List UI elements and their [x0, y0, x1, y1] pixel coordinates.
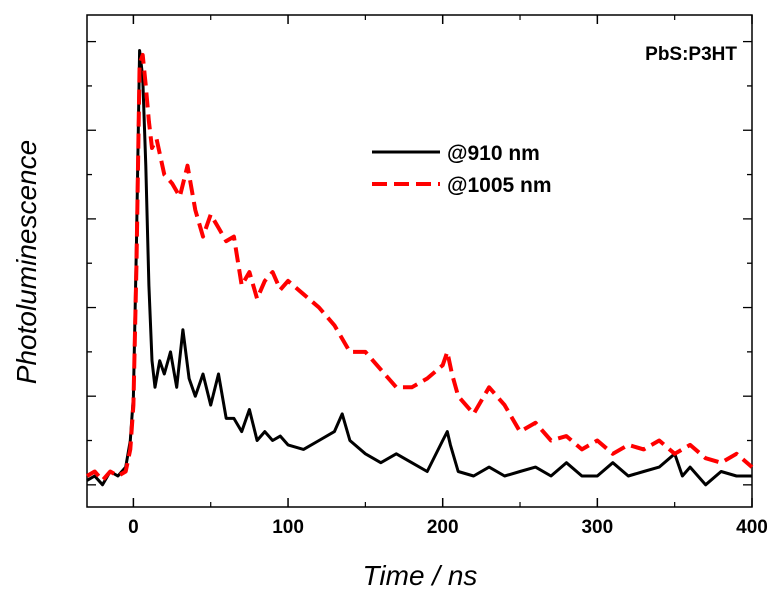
legend-label-910nm: @910 nm: [447, 142, 540, 165]
x-tick-labels: 0 100 200 300 400: [128, 517, 768, 538]
x-tick-label: 400: [736, 517, 768, 538]
y-axis-title: Photoluminescence: [11, 140, 42, 384]
series-line-1005nm: [85, 52, 754, 483]
plot-lines: [85, 49, 754, 487]
plot-frame: [86, 14, 753, 508]
x-tick-label: 0: [128, 517, 139, 538]
series-line-910nm: [86, 49, 752, 487]
x-tick-label: 200: [427, 517, 459, 538]
legend-label-1005nm: @1005 nm: [447, 174, 552, 197]
sample-annotation: PbS:P3HT: [645, 44, 737, 65]
x-tick-label: 300: [581, 517, 613, 538]
legend: @910 nm @1005 nm: [372, 142, 552, 197]
axis-ticks: [87, 15, 753, 507]
x-tick-label: 100: [272, 517, 304, 538]
x-axis-title: Time / ns: [363, 560, 478, 591]
